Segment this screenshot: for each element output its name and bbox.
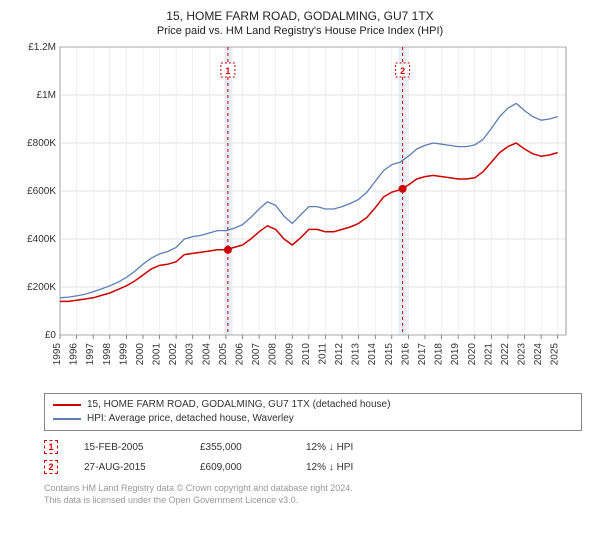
svg-text:2021: 2021 [483,343,494,366]
svg-text:£600K: £600K [27,186,56,197]
chart-subtitle: Price paid vs. HM Land Registry's House … [14,24,586,39]
svg-text:2014: 2014 [367,343,378,366]
markers-table: 1 15-FEB-2005 £355,000 12% ↓ HPI 2 27-AU… [44,437,582,477]
svg-text:2020: 2020 [467,343,478,366]
svg-text:2000: 2000 [135,343,146,366]
svg-text:2016: 2016 [400,343,411,366]
svg-text:2004: 2004 [201,343,212,366]
chart-title-block: 15, HOME FARM ROAD, GODALMING, GU7 1TX P… [14,8,586,39]
chart-area: £0 £200K £400K £600K £800K £1M £1.2M 1995 1996 19… [14,41,586,391]
marker-date: 15-FEB-2005 [84,442,174,453]
svg-text:2015: 2015 [384,343,395,366]
marker-row: 2 27-AUG-2015 £609,000 12% ↓ HPI [44,457,582,477]
svg-text:£0: £0 [45,330,57,341]
svg-text:£200K: £200K [27,282,56,293]
svg-text:1995: 1995 [52,343,63,366]
credit-line: Contains HM Land Registry data © Crown c… [44,483,582,495]
svg-text:2018: 2018 [434,343,445,366]
svg-text:2001: 2001 [152,343,163,366]
svg-text:1997: 1997 [85,343,96,366]
marker-delta: 12% ↓ HPI [306,442,353,453]
legend-row: HPI: Average price, detached house, Wave… [53,412,573,426]
marker-id-box: 2 [44,460,58,474]
legend-swatch [53,404,81,406]
chart-container: { "title": { "line1": "15, HOME FARM ROA… [0,0,600,560]
svg-text:£800K: £800K [27,138,56,149]
marker-price: £609,000 [200,462,280,473]
svg-text:2003: 2003 [185,343,196,366]
marker-date: 27-AUG-2015 [84,462,174,473]
svg-text:2013: 2013 [351,343,362,366]
svg-text:£1.2M: £1.2M [28,42,56,53]
svg-text:2005: 2005 [218,343,229,366]
svg-text:2012: 2012 [334,343,345,366]
legend-label: 15, HOME FARM ROAD, GODALMING, GU7 1TX (… [87,398,390,412]
svg-text:2019: 2019 [450,343,461,366]
svg-text:2009: 2009 [284,343,295,366]
svg-text:2010: 2010 [301,343,312,366]
legend-swatch [53,418,81,420]
svg-text:2006: 2006 [234,343,245,366]
credit-block: Contains HM Land Registry data © Crown c… [44,483,582,506]
svg-text:2: 2 [400,66,405,76]
legend-label: HPI: Average price, detached house, Wave… [87,412,294,426]
marker-id-box: 1 [44,440,58,454]
svg-text:1999: 1999 [118,343,129,366]
marker-row: 1 15-FEB-2005 £355,000 12% ↓ HPI [44,437,582,457]
line-chart-svg: £0 £200K £400K £600K £800K £1M £1.2M 1995 1996 19… [14,41,574,391]
svg-text:2002: 2002 [168,343,179,366]
marker-price: £355,000 [200,442,280,453]
svg-text:2007: 2007 [251,343,262,366]
svg-text:2023: 2023 [517,343,528,366]
credit-line: This data is licensed under the Open Gov… [44,495,582,507]
legend: 15, HOME FARM ROAD, GODALMING, GU7 1TX (… [44,393,582,431]
svg-text:1: 1 [225,66,230,76]
legend-row: 15, HOME FARM ROAD, GODALMING, GU7 1TX (… [53,398,573,412]
svg-text:2024: 2024 [533,343,544,366]
svg-text:2011: 2011 [317,343,328,365]
svg-text:1998: 1998 [102,343,113,366]
marker-delta: 12% ↓ HPI [306,462,353,473]
svg-text:2022: 2022 [500,343,511,366]
svg-text:2008: 2008 [268,343,279,366]
svg-text:1996: 1996 [69,343,80,366]
svg-text:2025: 2025 [550,343,561,366]
svg-text:£1M: £1M [37,90,56,101]
svg-text:£400K: £400K [27,234,56,245]
chart-title: 15, HOME FARM ROAD, GODALMING, GU7 1TX [14,8,586,24]
svg-text:2017: 2017 [417,343,428,366]
